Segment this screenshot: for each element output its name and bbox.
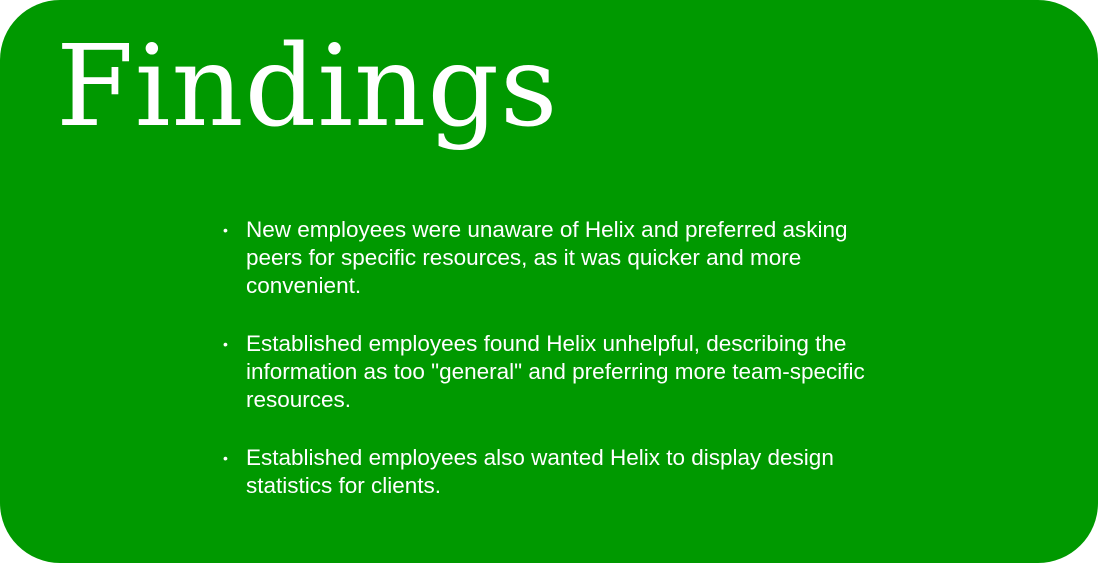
list-item: • Established employees found Helix unhe… xyxy=(223,330,883,414)
list-item: • New employees were unaware of Helix an… xyxy=(223,216,883,300)
list-item: • Established employees also wanted Heli… xyxy=(223,444,883,500)
bullet-icon: • xyxy=(223,336,228,352)
bullet-icon: • xyxy=(223,450,228,466)
finding-text: Established employees found Helix unhelp… xyxy=(246,331,865,412)
findings-list: • New employees were unaware of Helix an… xyxy=(223,216,883,530)
page-title: Findings xyxy=(56,22,559,152)
finding-text: Established employees also wanted Helix … xyxy=(246,445,834,498)
finding-text: New employees were unaware of Helix and … xyxy=(246,217,848,298)
bullet-icon: • xyxy=(223,222,228,238)
